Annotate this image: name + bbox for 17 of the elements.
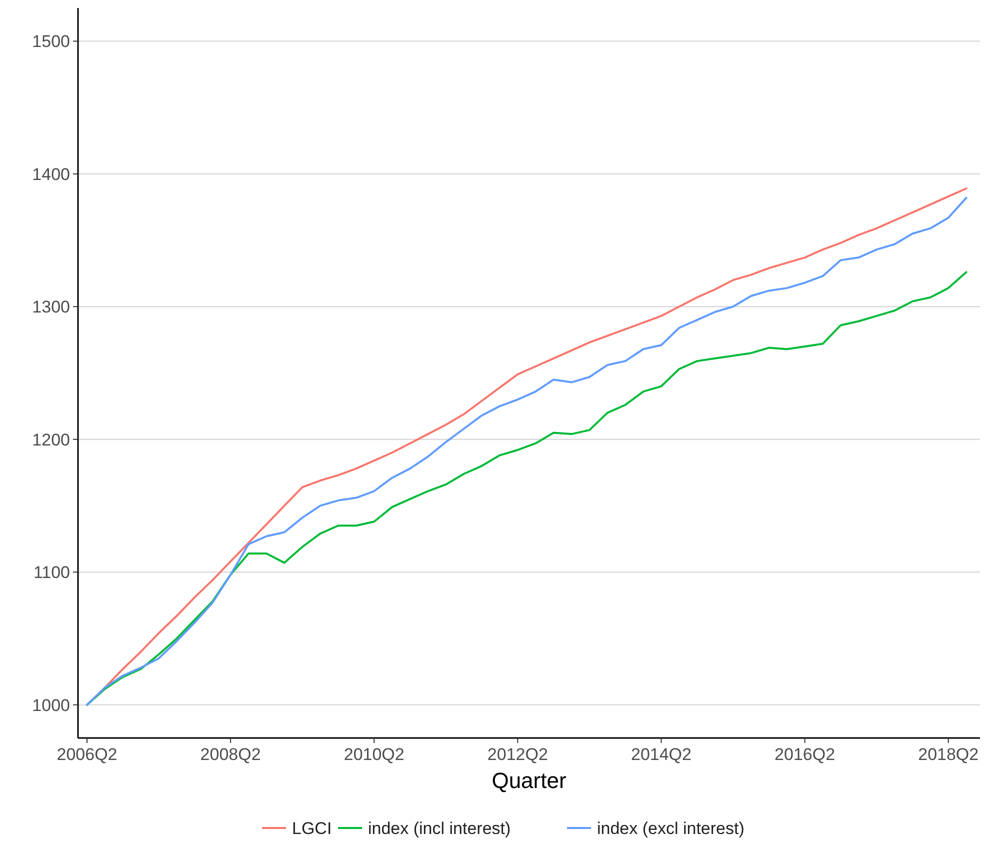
x-tick-label: 2008Q2 [200,745,261,764]
y-tick-label: 1000 [32,696,70,715]
legend-label: index (excl interest) [597,818,744,838]
x-tick-label: 2006Q2 [56,745,118,764]
legend-label: index (incl interest) [368,818,511,838]
x-tick-label: 2014Q2 [630,745,692,764]
y-tick-label: 1500 [32,32,70,52]
x-axis-title: Quarter [492,768,566,793]
legend-label: LGCI [292,818,332,838]
x-tick-label: 2018Q2 [918,745,979,764]
y-tick-label: 1200 [32,430,70,450]
x-tick-label: 2016Q2 [774,745,836,764]
x-tick-label: 2010Q2 [344,745,404,764]
y-tick-label: 1300 [32,298,70,317]
y-tick-label: 1400 [32,164,70,184]
x-tick-label: 2012Q2 [487,745,548,764]
y-tick-label: 1100 [33,563,70,582]
